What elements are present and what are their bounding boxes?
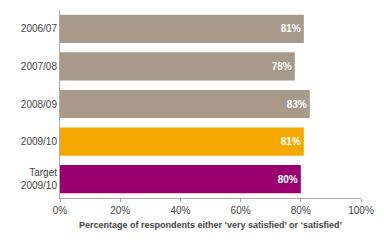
svg-text:80%: 80% [278,174,298,185]
svg-text:100%: 100% [348,205,374,216]
svg-text:2009/10: 2009/10 [21,136,58,147]
svg-text:20%: 20% [110,205,130,216]
svg-text:81%: 81% [281,23,301,34]
svg-text:80%: 80% [291,205,311,216]
svg-text:60%: 60% [231,205,251,216]
svg-text:2006/07: 2006/07 [21,23,58,34]
svg-text:Target2009/10: Target2009/10 [21,167,58,191]
svg-text:40%: 40% [170,205,190,216]
svg-text:81%: 81% [281,136,301,147]
svg-text:2007/08: 2007/08 [21,61,58,72]
svg-text:78%: 78% [272,61,292,72]
svg-text:83%: 83% [287,99,307,110]
svg-text:0%: 0% [53,205,68,216]
svg-text:2008/09: 2008/09 [21,99,58,110]
svg-text:Percentage of respondents eith: Percentage of respondents either ‘very s… [79,220,342,230]
